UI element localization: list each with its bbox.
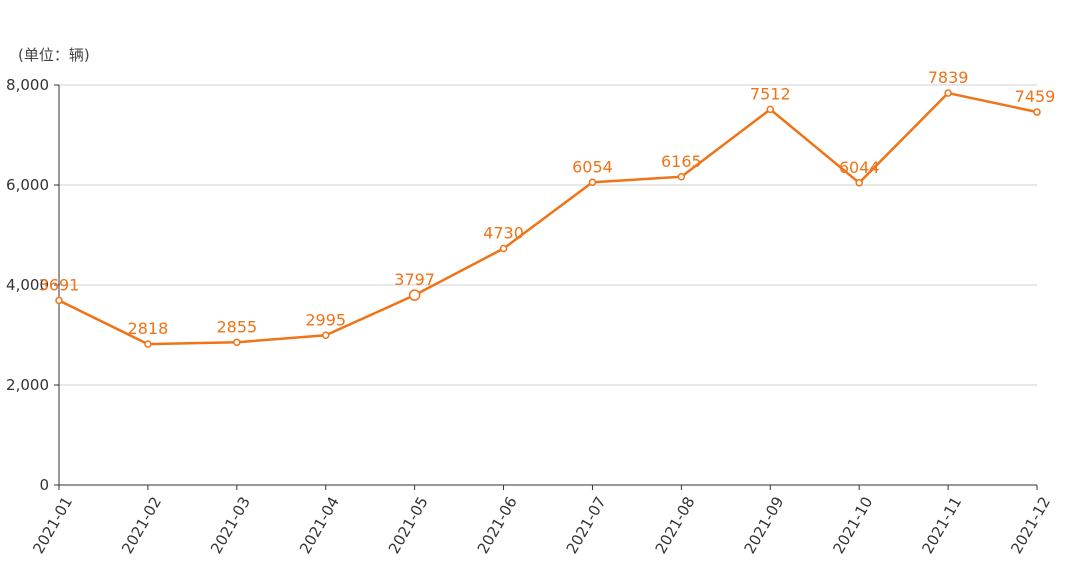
data-point[interactable] — [855, 179, 863, 187]
data-label: 7512 — [750, 84, 791, 103]
x-tick-label: 2021-10 — [829, 494, 876, 557]
data-label: 4730 — [483, 224, 524, 243]
data-point[interactable] — [233, 338, 241, 346]
y-tick-label: 6,000 — [6, 176, 49, 194]
x-tick: 2021-11 — [918, 485, 965, 557]
y-tick-label: 4,000 — [6, 276, 49, 294]
data-point[interactable] — [55, 296, 63, 305]
data-label: 6054 — [572, 157, 613, 176]
x-tick-label: 2021-02 — [118, 494, 165, 557]
grid-layer — [59, 84, 1037, 386]
data-point[interactable] — [144, 340, 152, 348]
data-point[interactable] — [321, 331, 330, 339]
label-layer: 3691 2818 2855 2995 3797 4730 6054 6165 7512 6044… — [39, 68, 1056, 338]
x-tick-label: 2021-03 — [207, 494, 254, 557]
data-point[interactable] — [944, 89, 952, 97]
x-tick-label: 2021-11 — [918, 494, 965, 557]
y-tick: 4,000 — [6, 276, 59, 294]
y-tick-label: 0 — [39, 476, 49, 494]
x-tick: 2021-10 — [829, 485, 876, 557]
x-tick-label: 2021-06 — [474, 494, 521, 557]
y-tick: 0 — [39, 476, 59, 494]
y-tick: 8,000 — [6, 76, 59, 94]
x-tick-label: 2021-04 — [296, 494, 343, 557]
x-tick: 2021-04 — [296, 485, 343, 557]
x-tick-label: 2021-01 — [29, 494, 76, 557]
x-tick: 2021-03 — [207, 485, 254, 557]
x-tick: 2021-05 — [385, 485, 432, 557]
x-tick: 2021-09 — [741, 485, 788, 557]
y-tick-label: 2,000 — [6, 376, 49, 394]
data-label: 7839 — [928, 68, 969, 87]
x-tick: 2021-12 — [1007, 485, 1054, 557]
data-point[interactable] — [766, 105, 775, 114]
data-label: 2995 — [305, 310, 346, 329]
data-label: 3797 — [394, 270, 435, 289]
series-line — [58, 91, 1038, 346]
data-label: 2855 — [216, 317, 257, 336]
y-tick-label: 8,000 — [6, 76, 49, 94]
x-tick: 2021-08 — [652, 485, 699, 557]
unit-label: (单位：辆) — [18, 46, 90, 64]
series-layer — [55, 89, 1041, 348]
x-tick-label: 2021-12 — [1007, 494, 1054, 557]
data-point[interactable] — [408, 289, 421, 301]
data-label: 2818 — [128, 319, 169, 338]
y-tick: 6,000 — [6, 176, 59, 194]
data-point[interactable] — [1033, 108, 1041, 116]
data-label: 6044 — [839, 158, 880, 177]
x-tick-label: 2021-08 — [652, 494, 699, 557]
x-tick: 2021-07 — [563, 485, 610, 557]
x-tick: 2021-06 — [474, 485, 521, 557]
axis-layer: 0 2,000 4,000 6,000 8,000 2021-01 2021-02 2021-… — [6, 76, 1054, 557]
data-point[interactable] — [499, 244, 508, 253]
x-tick-label: 2021-09 — [741, 494, 788, 557]
data-point[interactable] — [588, 178, 597, 187]
data-point[interactable] — [677, 173, 686, 181]
data-label: 6165 — [661, 152, 702, 171]
x-tick: 2021-02 — [118, 485, 165, 557]
data-label: 3691 — [39, 275, 80, 294]
x-tick-label: 2021-05 — [385, 494, 432, 557]
data-label: 7459 — [1015, 87, 1056, 106]
x-tick-label: 2021-07 — [563, 494, 610, 557]
y-tick: 2,000 — [6, 376, 59, 394]
x-tick: 2021-01 — [29, 485, 76, 557]
